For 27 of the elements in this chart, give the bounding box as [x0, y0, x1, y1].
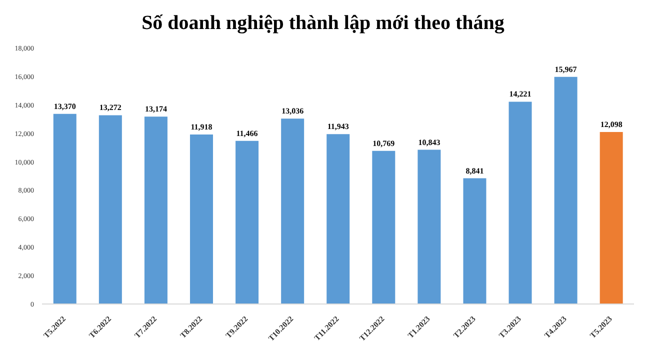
bar: [372, 150, 396, 304]
bar: [554, 76, 578, 304]
data-label: 10,843: [418, 138, 440, 147]
data-label: 13,272: [99, 103, 122, 112]
bar: [508, 102, 532, 304]
data-label: 15,967: [554, 64, 577, 74]
chart-title: Số doanh nghiệp thành lập mới theo tháng: [140, 11, 506, 36]
data-label: 13,370: [54, 102, 76, 111]
bar: [98, 115, 122, 304]
data-label: 11,943: [327, 122, 349, 132]
data-label: 13,036: [282, 106, 304, 116]
data-label: 13,174: [144, 104, 167, 114]
bar: [144, 116, 168, 304]
data-label: 10,769: [372, 138, 395, 148]
bar: [236, 140, 259, 304]
bar: [53, 114, 76, 304]
bar: [600, 132, 623, 304]
data-label: 11,466: [236, 128, 258, 138]
bar: [463, 178, 486, 304]
bar: [190, 134, 213, 304]
bar: [418, 150, 441, 304]
data-label: 11,918: [190, 122, 212, 132]
data-label: 8,841: [466, 166, 484, 176]
data-label: 14,221: [509, 90, 532, 99]
bar: [281, 118, 304, 304]
bar: [326, 134, 350, 304]
data-label: 12,098: [600, 120, 622, 129]
